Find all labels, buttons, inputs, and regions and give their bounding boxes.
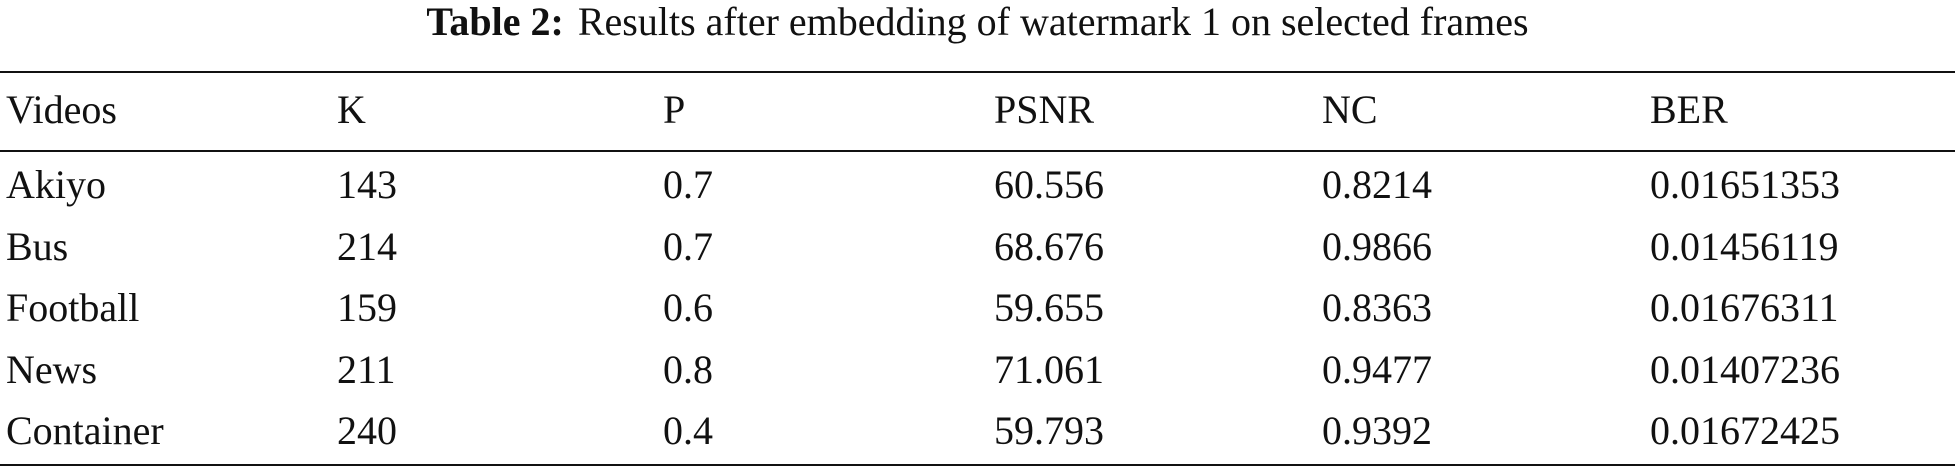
- table-cell: 240: [337, 408, 397, 453]
- table-cell: 0.8363: [1322, 285, 1432, 330]
- table-cell: 0.9477: [1322, 347, 1432, 392]
- header-cell: Videos: [6, 87, 117, 132]
- table-cell: 0.8214: [1322, 162, 1432, 207]
- table-cell: 0.7: [663, 224, 713, 269]
- table-cell: 71.061: [994, 347, 1104, 392]
- caption: Table 2: Results after embedding of water…: [0, 0, 1955, 44]
- table-cell: 60.556: [994, 162, 1104, 207]
- table-cell: 59.793: [994, 408, 1104, 453]
- top-rule: [0, 71, 1955, 73]
- table-cell: Football: [6, 285, 140, 330]
- table-cell: 0.6: [663, 285, 713, 330]
- table-cell: 0.9392: [1322, 408, 1432, 453]
- caption-label: Table 2:: [426, 0, 564, 44]
- table-cell: 143: [337, 162, 397, 207]
- table-cell: 0.7: [663, 162, 713, 207]
- header-cell: K: [337, 87, 366, 132]
- table-cell: Akiyo: [6, 162, 106, 207]
- table-cell: 214: [337, 224, 397, 269]
- table-cell: 0.9866: [1322, 224, 1432, 269]
- table-cell: 59.655: [994, 285, 1104, 330]
- header-cell: NC: [1322, 87, 1378, 132]
- header-cell: P: [663, 87, 686, 132]
- table-cell: Bus: [6, 224, 69, 269]
- table-cell: 0.01651353: [1650, 162, 1840, 207]
- table-cell: 0.4: [663, 408, 713, 453]
- table-cell: 211: [337, 347, 396, 392]
- header-cell: PSNR: [994, 87, 1095, 132]
- caption-text: Results after embedding of watermark 1 o…: [577, 0, 1529, 44]
- table-cell: 159: [337, 285, 397, 330]
- table-cell: 0.01407236: [1650, 347, 1840, 392]
- table-cell: 68.676: [994, 224, 1104, 269]
- bottom-rule: [0, 464, 1955, 466]
- table-cell: 0.01672425: [1650, 408, 1840, 453]
- table-cell: 0.01456119: [1650, 224, 1839, 269]
- table-cell: 0.01676311: [1650, 285, 1839, 330]
- table-cell: 0.8: [663, 347, 713, 392]
- table-cell: News: [6, 347, 98, 392]
- header-rule: [0, 150, 1955, 152]
- header-cell: BER: [1650, 87, 1728, 132]
- table-cell: Container: [6, 408, 164, 453]
